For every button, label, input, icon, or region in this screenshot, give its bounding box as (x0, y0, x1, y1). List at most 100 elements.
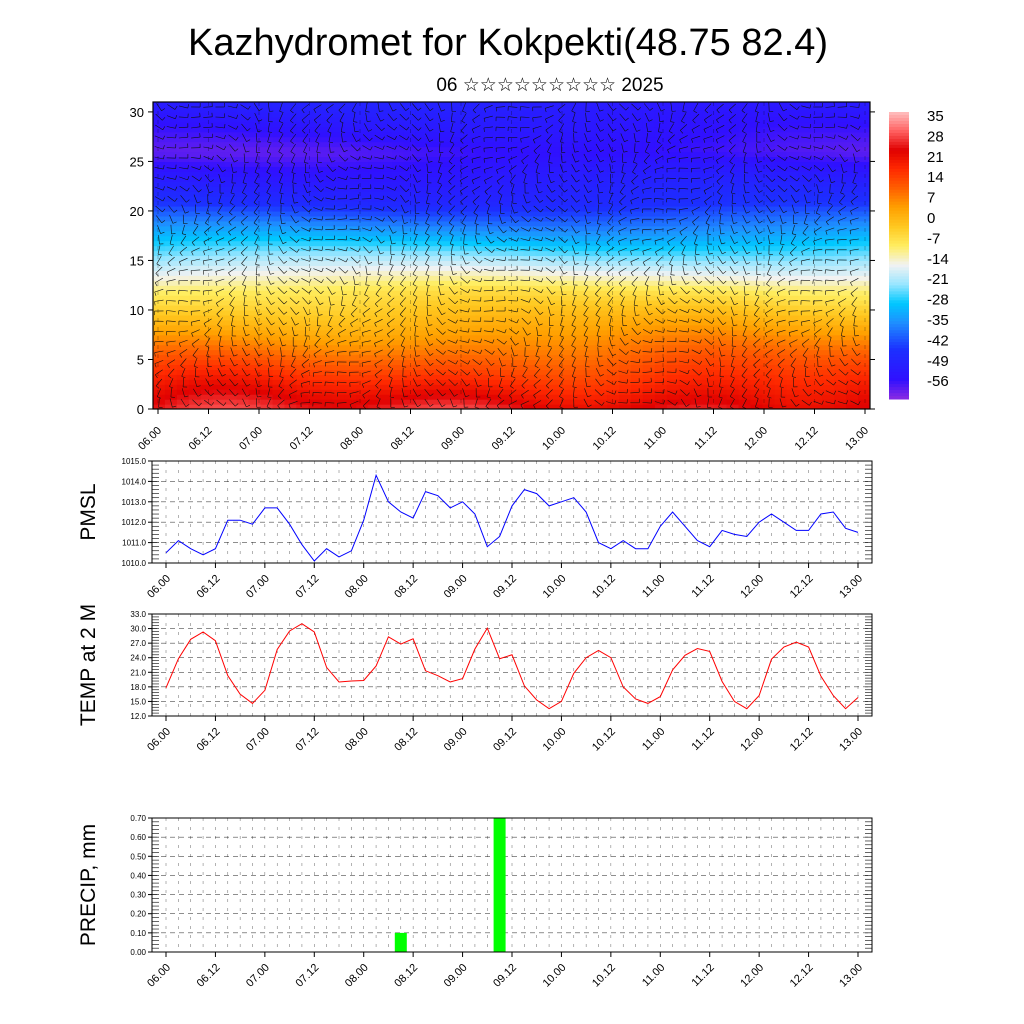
heatmap-cell (714, 215, 728, 222)
heatmap-cell (810, 106, 823, 113)
wind-barb-flag (270, 332, 275, 336)
heatmap-cell (738, 359, 752, 366)
heatmap-cell (547, 230, 560, 237)
heatmap-cell (224, 280, 238, 286)
wind-barb-flag (406, 156, 410, 161)
heatmap-cell (392, 260, 405, 266)
wind-barb (412, 103, 419, 111)
heatmap-cell (858, 404, 870, 409)
wind-barb (240, 104, 249, 110)
heatmap-cell (224, 364, 238, 370)
wind-barb-flag (270, 282, 275, 285)
heatmap-cell (487, 230, 501, 237)
heatmap-cell (451, 270, 465, 276)
heatmap-cell (200, 324, 214, 331)
heatmap-cell (726, 106, 740, 113)
heatmap-cell (427, 126, 441, 133)
heatmap-cell (260, 344, 274, 351)
heatmap-cell (320, 146, 333, 153)
heatmap-cell (415, 191, 429, 197)
heatmap-cell (427, 240, 441, 247)
heatmap-cell (260, 111, 274, 118)
wind-barb (241, 266, 248, 275)
heatmap-cell (642, 111, 656, 118)
wind-barb-flag (321, 279, 324, 283)
heatmap-cell (332, 300, 345, 306)
heatmap-cell (822, 230, 835, 237)
heatmap-cell (523, 379, 536, 385)
heatmap-cell (164, 111, 178, 118)
wind-barb (158, 235, 160, 245)
heatmap-cell (380, 285, 393, 291)
heatmap-cell (200, 384, 214, 390)
heatmap-cell (499, 102, 513, 108)
heatmap-cell (451, 364, 465, 370)
heatmap-cell (427, 111, 441, 118)
heatmap-cell (439, 156, 453, 163)
heatmap-cell (499, 295, 513, 301)
heatmap-cell (666, 295, 680, 301)
heatmap-cell (403, 394, 417, 400)
heatmap-cell (153, 270, 166, 276)
wind-barb (339, 276, 345, 285)
heatmap-cell (368, 290, 381, 296)
heatmap-cell (451, 151, 465, 158)
heatmap-cell (380, 394, 393, 400)
heatmap-cell (654, 136, 668, 143)
heatmap-cell (475, 319, 489, 326)
heatmap-cell (642, 146, 656, 153)
heatmap-cell (642, 394, 656, 400)
heatmap-cell (463, 344, 477, 351)
heatmap-cell (475, 235, 489, 242)
heatmap-cell (690, 205, 704, 212)
wind-barb (154, 177, 164, 180)
wind-barb (231, 316, 234, 326)
heatmap-cell (690, 161, 704, 167)
heatmap-cell (344, 111, 357, 118)
heatmap-cell (535, 359, 548, 366)
heatmap-cell (499, 121, 513, 128)
heatmap-cell (666, 275, 680, 281)
wind-barb-flag (302, 141, 307, 144)
heatmap-cell (846, 181, 859, 187)
heatmap-cell (451, 220, 465, 227)
wind-barb-flag (382, 217, 385, 222)
heatmap-cell (607, 210, 620, 217)
heatmap-cell (654, 359, 668, 366)
heatmap-cell (846, 111, 859, 118)
heatmap-cell (368, 171, 381, 177)
heatmap-cell (786, 201, 799, 207)
heatmap-cell (738, 121, 752, 128)
heatmap-cell (212, 374, 226, 380)
heatmap-cell (296, 300, 309, 306)
heatmap-cell (320, 374, 333, 380)
heatmap-cell (511, 399, 525, 405)
heatmap-cell (702, 280, 716, 286)
heatmap-cell (571, 235, 584, 242)
wind-barb-flag (217, 324, 221, 328)
wind-barb (253, 184, 260, 193)
wind-barb-flag (236, 114, 238, 119)
heatmap-cell (666, 156, 680, 163)
wind-barb-flag (283, 301, 288, 305)
heatmap-cell (798, 354, 811, 361)
heatmap-cell (487, 260, 501, 266)
heatmap-cell (439, 270, 453, 276)
heatmap-cell (666, 394, 680, 400)
heatmap-cell (332, 240, 345, 247)
wind-barb (327, 123, 333, 132)
heatmap-cell (475, 389, 489, 395)
wind-barb-flag (228, 293, 233, 297)
heatmap-cell (380, 126, 393, 133)
heatmap-cell (272, 161, 286, 167)
heatmap-cell (858, 285, 870, 291)
heatmap-cell (810, 309, 823, 316)
heatmap-cell (176, 151, 190, 158)
heatmap-cell (654, 151, 668, 158)
heatmap-cell (571, 111, 584, 118)
heatmap-cell (666, 309, 680, 316)
heatmap-cell (380, 240, 393, 247)
heatmap-cell (678, 394, 692, 400)
heatmap-cell (212, 339, 226, 346)
heatmap-cell (535, 389, 548, 395)
